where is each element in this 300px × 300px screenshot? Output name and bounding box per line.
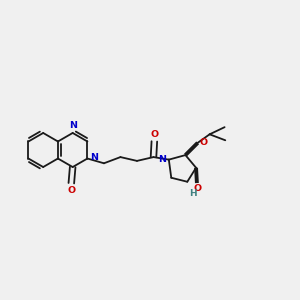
Text: O: O xyxy=(67,186,75,195)
Text: N: N xyxy=(158,154,166,164)
Text: O: O xyxy=(200,138,208,147)
Text: N: N xyxy=(69,122,77,130)
Text: N: N xyxy=(91,153,98,162)
Text: O: O xyxy=(194,184,202,193)
Text: H: H xyxy=(189,189,196,198)
Text: O: O xyxy=(150,130,158,139)
